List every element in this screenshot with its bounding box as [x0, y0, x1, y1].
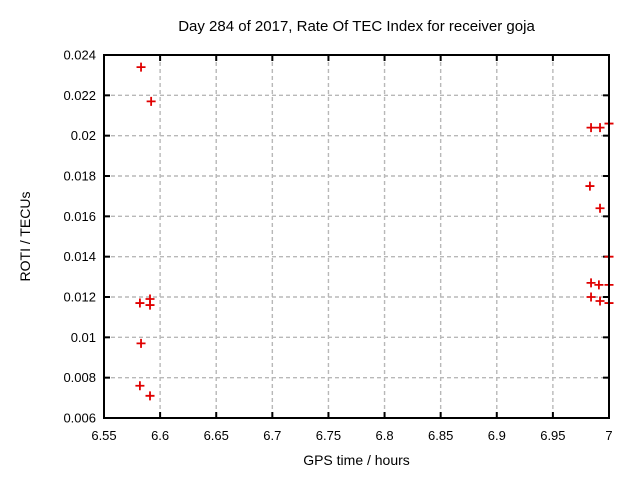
chart-title: Day 284 of 2017, Rate Of TEC Index for r… — [178, 18, 535, 35]
plot-border — [103, 54, 610, 419]
data-point-marker — [145, 391, 155, 401]
tick-labels: 6.55 6.6 6.65 6.7 6.75 6.8 6.85 6.9 6.95 7 0.006 0.… — [63, 48, 612, 444]
data-point-marker — [136, 338, 146, 348]
y-axis-label: ROTI / TECUs — [17, 192, 33, 282]
data-point-marker — [146, 96, 156, 106]
y-tick-label: 0.02 — [71, 128, 96, 143]
data-point-marker — [585, 181, 595, 191]
data-point-marker — [135, 298, 145, 308]
data-point-marker — [586, 278, 596, 288]
data-point-marker — [136, 62, 146, 72]
x-tick-label: 6.9 — [488, 428, 506, 443]
data-point-marker — [586, 123, 596, 133]
x-tick-label: 6.8 — [376, 428, 394, 443]
grid-lines — [104, 55, 609, 418]
data-point-marker — [594, 280, 604, 290]
data-point-marker — [145, 300, 155, 310]
data-points — [135, 62, 614, 401]
x-tick-label: 7 — [605, 428, 612, 443]
x-tick-label: 6.55 — [91, 428, 116, 443]
data-point-marker — [595, 123, 605, 133]
x-tick-label: 6.6 — [151, 428, 169, 443]
data-point-marker — [586, 292, 596, 302]
data-point-marker — [595, 296, 605, 306]
y-tick-label: 0.022 — [63, 88, 96, 103]
x-tick-label: 6.75 — [316, 428, 341, 443]
y-tick-label: 0.012 — [63, 290, 96, 305]
x-axis-label: GPS time / hours — [303, 452, 410, 468]
x-tick-label: 6.95 — [540, 428, 565, 443]
y-tick-label: 0.014 — [63, 249, 96, 264]
x-tick-label: 6.65 — [204, 428, 229, 443]
x-tick-label: 6.85 — [428, 428, 453, 443]
axis-ticks — [103, 54, 610, 419]
y-tick-label: 0.006 — [63, 411, 96, 426]
y-tick-label: 0.016 — [63, 209, 96, 224]
data-point-marker — [595, 203, 605, 213]
y-tick-label: 0.01 — [71, 330, 96, 345]
y-tick-label: 0.018 — [63, 169, 96, 184]
x-tick-label: 6.7 — [263, 428, 281, 443]
data-point-marker — [135, 381, 145, 391]
y-tick-label: 0.024 — [63, 48, 96, 63]
y-tick-label: 0.008 — [63, 370, 96, 385]
